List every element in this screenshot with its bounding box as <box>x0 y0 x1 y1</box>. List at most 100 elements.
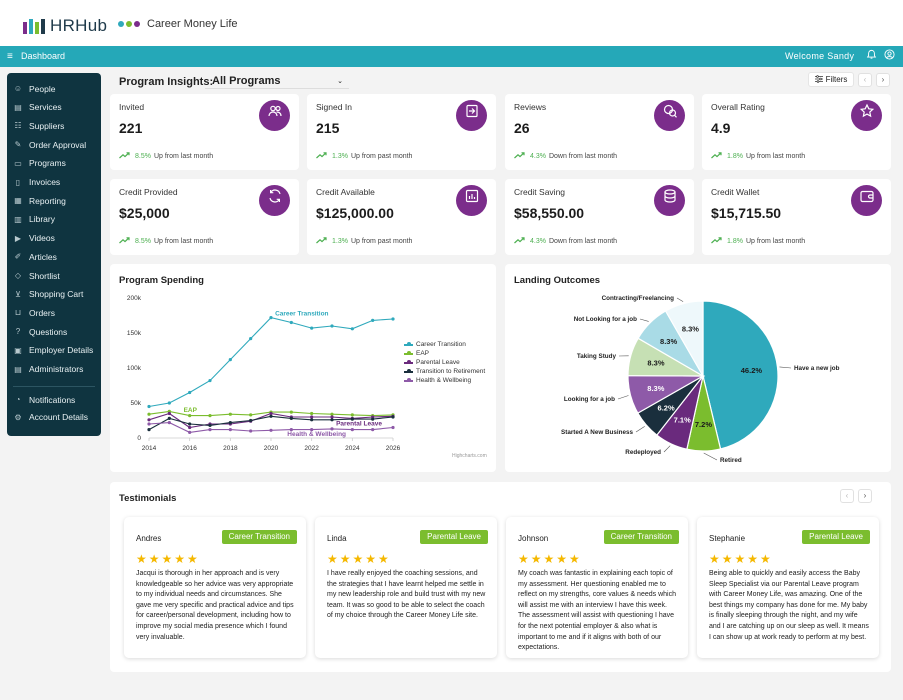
sidebar-item-label: Orders <box>29 307 55 318</box>
nav-title[interactable]: Dashboard <box>21 51 66 61</box>
y-tick-label: 100k <box>127 365 142 372</box>
stat-label: Reviews <box>514 102 547 112</box>
welcome-text: Welcome Sandy <box>785 51 855 61</box>
sign-in-icon <box>456 100 487 131</box>
user-account-icon[interactable] <box>884 49 895 63</box>
pie-slice-value: 6.2% <box>658 403 675 412</box>
stat-trend-pct: 1.8% <box>727 153 743 160</box>
data-point <box>310 411 314 416</box>
series-annotation: Parental Leave <box>336 420 382 427</box>
stat-trend: 4.3% Down from last month <box>514 236 617 247</box>
sidebar-item-label: Videos <box>29 233 55 244</box>
sidebar-item-label: Questions <box>29 326 68 337</box>
shortlist-icon: ◇ <box>14 271 22 280</box>
data-point <box>371 318 375 322</box>
sidebar-item-orders[interactable]: ⊔ Orders <box>7 304 101 321</box>
sidebar-item-order-approval[interactable]: ✎ Order Approval <box>7 136 101 153</box>
pie-slice-label: Have a new job <box>794 365 840 372</box>
sidebar-item-shortlist[interactable]: ◇ Shortlist <box>7 267 101 284</box>
chevron-right-icon: › <box>863 491 867 500</box>
sidebar-item-questions[interactable]: ? Questions <box>7 323 101 340</box>
chart-credit[interactable]: Highcharts.com <box>452 453 487 459</box>
data-point <box>330 427 334 431</box>
series-annotation: Career Transition <box>275 311 328 318</box>
testimonials-next-button[interactable]: › <box>858 489 872 503</box>
legend-item[interactable]: Career Transition <box>404 340 485 349</box>
data-point <box>188 422 192 426</box>
sidebar-item-people[interactable]: ☺ People <box>7 80 101 97</box>
legend-label: Transition to Retirement <box>416 368 486 375</box>
data-point <box>289 410 293 414</box>
stat-label: Credit Wallet <box>711 187 760 197</box>
sidebar-item-administrators[interactable]: ▤ Administrators <box>7 361 101 378</box>
chevron-right-icon: › <box>881 75 885 84</box>
coins-icon <box>654 185 685 216</box>
sidebar-item-label: Invoices <box>29 177 61 187</box>
pie-slice-have-a-new-job[interactable] <box>702 300 779 450</box>
insights-next-button[interactable]: › <box>876 73 890 87</box>
data-point <box>391 415 395 419</box>
data-point <box>269 414 273 418</box>
data-point <box>147 412 151 416</box>
bell-icon[interactable] <box>866 49 877 63</box>
hrhub-logo[interactable]: HRHub <box>23 16 107 36</box>
program-select[interactable]: All Programs ⌄ <box>205 73 349 89</box>
data-point <box>228 358 232 362</box>
sidebar-item-employer-details[interactable]: ▣ Employer Details <box>7 342 101 359</box>
filters-button[interactable]: Filters <box>808 72 854 87</box>
stat-value: $25,000 <box>119 205 170 221</box>
data-point <box>269 316 273 320</box>
data-point <box>330 418 334 422</box>
legend-item[interactable]: Transition to Retirement <box>404 367 485 376</box>
legend-item[interactable]: Parental Leave <box>404 358 485 367</box>
testimonial-card: Stephanie Parental Leave ★★★★★ Being abl… <box>697 517 879 658</box>
insights-prev-button[interactable]: ‹ <box>858 73 872 87</box>
pie-connector-line <box>635 426 645 433</box>
stat-trend-desc: Up from past month <box>350 238 413 245</box>
pie-slice-label: Started A New Business <box>561 429 633 436</box>
y-tick-label: 150k <box>127 330 142 337</box>
rating-stars-icon: ★★★★★ <box>327 552 391 566</box>
y-tick-label: 50k <box>131 400 142 407</box>
legend-swatch <box>404 360 413 364</box>
hamburger-menu-icon[interactable]: ≡ <box>7 51 13 62</box>
sidebar-item-programs[interactable]: ▭ Programs <box>7 155 101 172</box>
stat-value: $125,000.00 <box>316 205 394 221</box>
sidebar-item-suppliers[interactable]: ☷ Suppliers <box>7 117 101 134</box>
sidebar-item-reporting[interactable]: ▦ Reporting <box>7 192 101 209</box>
sidebar-item-label: Order Approval <box>29 139 87 150</box>
legend-item[interactable]: EAP <box>404 349 485 358</box>
pie-slice-contracting-freelancing[interactable] <box>664 300 704 379</box>
stat-trend-desc: Up from last month <box>745 153 806 160</box>
videos-icon: ▶ <box>14 233 22 243</box>
data-point <box>269 411 273 416</box>
sidebar-item-invoices[interactable]: ▯ Invoices <box>7 174 101 191</box>
testimonials-prev-button[interactable]: ‹ <box>840 489 854 503</box>
y-tick-label: 200k <box>127 295 142 302</box>
stat-card-credit-available: Credit Available $125,000.00 1.3% Up fro… <box>307 179 496 255</box>
data-point <box>188 425 192 430</box>
sidebar-item-label: Shortlist <box>29 270 60 281</box>
legend-item[interactable]: Health & Wellbeing <box>404 376 485 385</box>
sidebar-item-notifications[interactable]: ◔ Notifications <box>7 391 101 408</box>
sidebar-item-shopping-cart[interactable]: ⊻ Shopping Cart <box>7 286 101 303</box>
testimonial-program-tag: Parental Leave <box>802 530 870 544</box>
testimonial-text: Being able to quickly and easily access … <box>709 570 869 641</box>
stat-label: Credit Saving <box>514 187 566 197</box>
rating-stars-icon: ★★★★★ <box>518 552 582 566</box>
pie-slice-value: 7.2% <box>695 420 712 429</box>
rating-stars-icon: ★★★★★ <box>136 552 200 566</box>
sidebar-item-articles[interactable]: ✐ Articles <box>7 248 101 265</box>
stat-card-overall-rating: Overall Rating 4.9 1.8% Up from last mon… <box>702 94 891 170</box>
pie-slice-value: 8.3% <box>682 324 699 333</box>
sidebar-item-library[interactable]: ▥ Library <box>7 211 101 228</box>
testimonial-program-tag: Career Transition <box>603 530 679 544</box>
sidebar-item-services[interactable]: ▤ Services <box>7 99 101 116</box>
sidebar-item-account-details[interactable]: ⚙ Account Details <box>7 409 101 426</box>
stat-value: 4.9 <box>711 120 731 136</box>
nav-bar: ≡ Dashboard Welcome Sandy <box>0 46 903 67</box>
data-point <box>228 421 232 425</box>
sidebar-item-videos[interactable]: ▶ Videos <box>7 230 101 247</box>
program-spending-card: Program Spending 0 50k 100k 150k 200k 2014 201… <box>110 264 496 472</box>
brand-dot-icon <box>126 21 132 27</box>
